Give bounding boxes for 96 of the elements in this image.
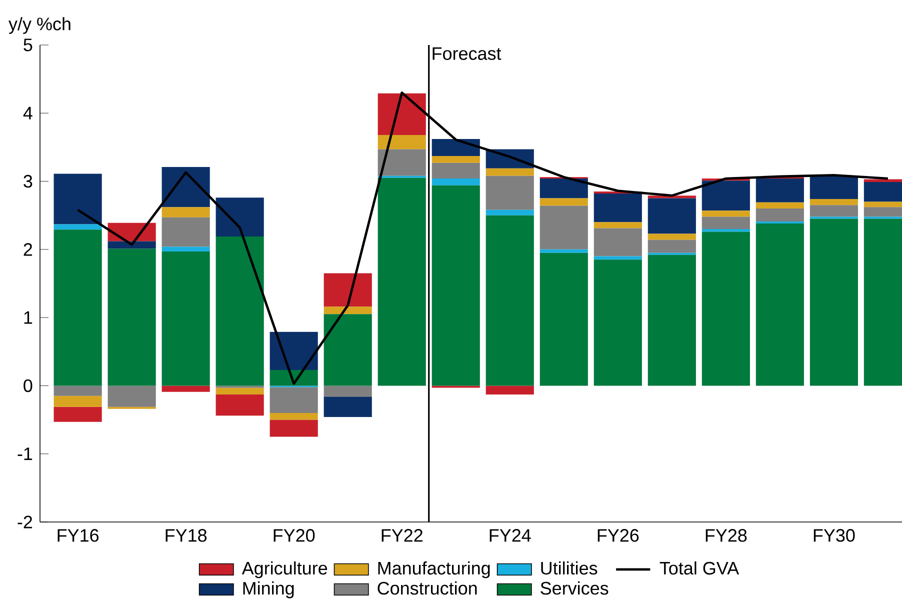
bar xyxy=(54,406,102,422)
bar xyxy=(756,202,804,209)
bar xyxy=(594,194,642,222)
bar xyxy=(540,178,588,198)
bar xyxy=(324,306,372,314)
bar xyxy=(702,232,750,386)
bar xyxy=(216,198,264,236)
bar xyxy=(540,252,588,386)
bar xyxy=(756,221,804,224)
y-tick-label: 5 xyxy=(24,38,32,52)
bar xyxy=(432,178,480,186)
bar xyxy=(162,246,210,252)
bar xyxy=(54,230,102,386)
bar xyxy=(378,178,426,386)
bar xyxy=(432,185,480,386)
legend-label: Agriculture xyxy=(242,561,328,578)
bar xyxy=(648,254,696,386)
bar xyxy=(432,156,480,163)
bar xyxy=(54,174,102,224)
bar xyxy=(702,210,750,217)
bar xyxy=(270,420,318,437)
bar xyxy=(810,198,858,206)
bar xyxy=(216,236,264,386)
legend-label: Mining xyxy=(243,581,294,598)
bar xyxy=(756,178,804,202)
y-tick-label: 2 xyxy=(24,243,32,256)
legend-label: Utilities xyxy=(541,561,598,575)
bar xyxy=(594,260,642,386)
legend-label: Services xyxy=(540,581,608,595)
bar xyxy=(756,224,804,386)
bar xyxy=(648,198,696,234)
bar xyxy=(216,388,264,395)
bar xyxy=(162,217,210,247)
x-tick-label: FY18 xyxy=(166,529,207,542)
bar xyxy=(216,394,264,416)
bar xyxy=(702,216,750,229)
bar xyxy=(378,93,426,135)
x-tick-label: FY20 xyxy=(274,529,315,542)
bar xyxy=(324,314,372,386)
x-tick-label: FY26 xyxy=(598,529,639,542)
y-tick-label: 0 xyxy=(24,379,32,392)
bar xyxy=(540,198,588,206)
bar xyxy=(486,176,534,210)
y-tick-label: -1 xyxy=(18,448,32,460)
bar xyxy=(54,224,102,230)
y-tick-label: 3 xyxy=(24,174,32,188)
bar xyxy=(378,134,426,150)
bar xyxy=(486,215,534,386)
bar xyxy=(324,386,372,397)
bar xyxy=(540,206,588,250)
bar xyxy=(270,412,318,420)
bar xyxy=(270,332,318,370)
legend-label: Construction xyxy=(378,581,477,595)
bar xyxy=(810,205,858,217)
bar xyxy=(162,386,210,392)
x-tick-label: FY30 xyxy=(814,529,855,542)
bar xyxy=(648,234,696,240)
annotation: Forecast xyxy=(432,47,502,60)
bar xyxy=(594,228,642,256)
bar xyxy=(108,248,156,386)
y-tick-label: 4 xyxy=(23,106,32,120)
bar xyxy=(162,251,210,386)
bar xyxy=(324,273,372,307)
bar xyxy=(648,240,696,253)
bar xyxy=(108,241,156,249)
bar xyxy=(648,196,696,198)
y-tick-label: 1 xyxy=(24,311,32,324)
bar xyxy=(54,396,102,407)
x-tick-label: FY16 xyxy=(58,529,99,542)
legend-label: Total GVA xyxy=(660,561,740,575)
bar xyxy=(432,139,480,156)
bar xyxy=(432,162,480,179)
bar xyxy=(756,208,804,222)
bar xyxy=(702,228,750,232)
bar xyxy=(540,249,588,253)
x-tick-label: FY24 xyxy=(490,529,531,542)
y-tick-label: -2 xyxy=(18,516,32,528)
x-tick-label: FY22 xyxy=(382,529,422,542)
bar xyxy=(108,386,156,407)
bar xyxy=(594,222,642,228)
bar xyxy=(162,207,210,218)
bar xyxy=(54,386,102,396)
x-tick-label: FY28 xyxy=(706,529,747,542)
bar xyxy=(162,166,210,208)
legend-label: Manufacturing xyxy=(378,561,490,578)
bar xyxy=(594,256,642,260)
bar xyxy=(378,149,426,176)
bar xyxy=(486,386,534,395)
bar xyxy=(702,180,750,211)
y-axis-title: y/y %ch xyxy=(8,17,70,34)
bar xyxy=(486,210,534,216)
bar xyxy=(810,218,858,386)
bar xyxy=(810,176,858,199)
bar xyxy=(324,396,372,418)
bar xyxy=(486,168,534,176)
bar xyxy=(270,387,318,413)
